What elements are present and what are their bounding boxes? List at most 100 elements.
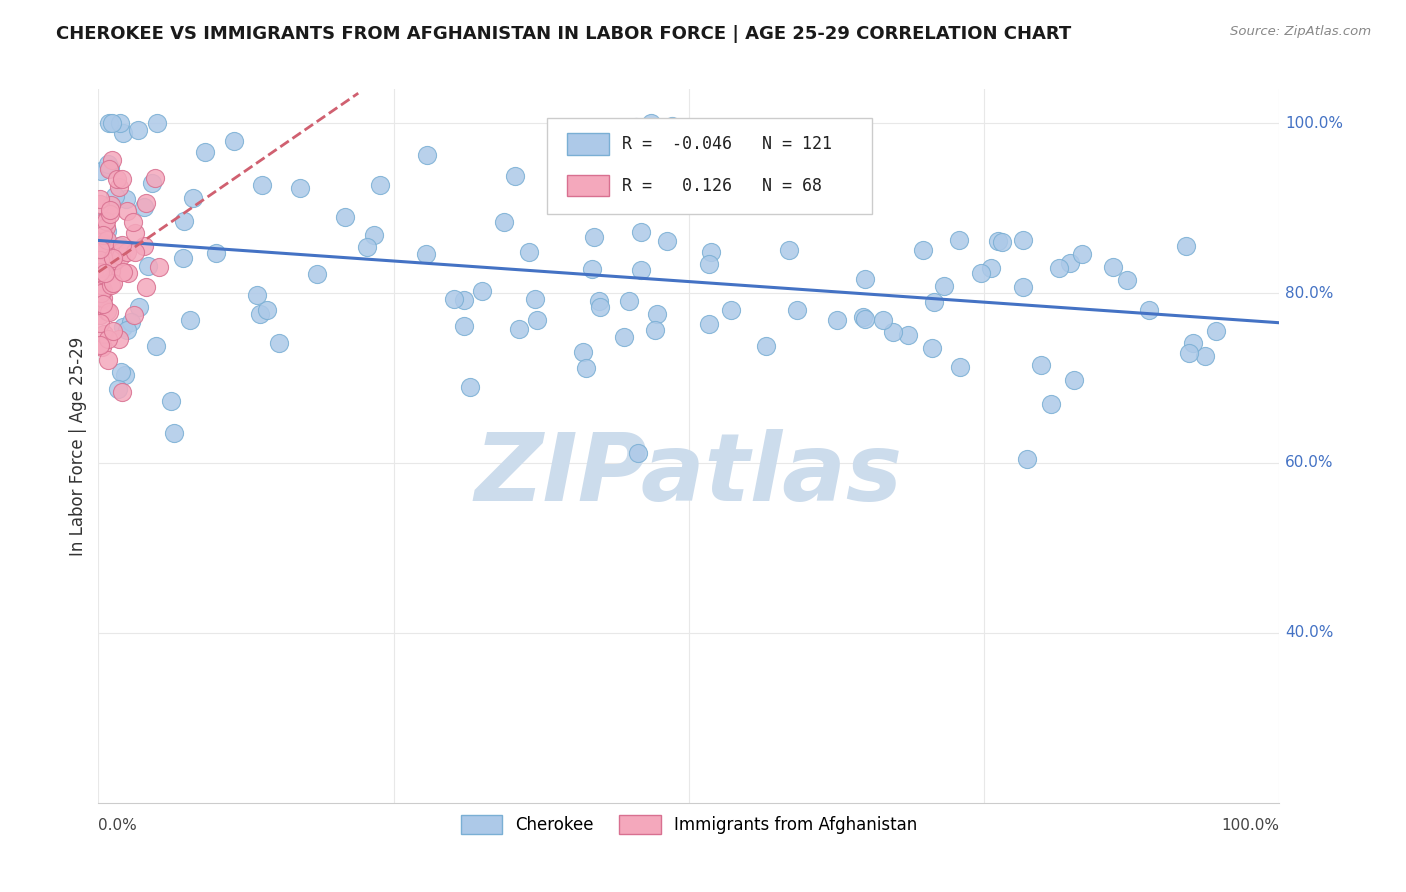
Point [526, 312, 548, 326]
Point [853, 312, 876, 326]
Point [132, 200, 155, 214]
Point [89, 197, 111, 211]
Point [755, 339, 778, 353]
Point [589, 300, 612, 314]
Point [96, 224, 118, 238]
Point [700, 245, 723, 260]
Point [222, 134, 245, 148]
Point [256, 302, 278, 317]
Point [89, 242, 111, 256]
Point [458, 380, 481, 394]
Point [100, 198, 122, 212]
Legend: Cherokee, Immigrants from Afghanistan: Cherokee, Immigrants from Afghanistan [454, 808, 924, 841]
Point [145, 339, 167, 353]
Point [1181, 336, 1204, 351]
Point [93, 215, 115, 229]
Text: ZIPatlas: ZIPatlas [475, 428, 903, 521]
Point [97, 305, 120, 319]
Point [90, 278, 112, 293]
Point [107, 382, 129, 396]
Point [921, 341, 943, 355]
Point [91, 291, 114, 305]
Point [98, 203, 121, 218]
Point [1102, 260, 1125, 275]
Point [453, 318, 475, 333]
Point [655, 234, 678, 248]
Point [90, 235, 112, 249]
Point [1040, 397, 1063, 411]
Point [1205, 324, 1227, 338]
Point [134, 196, 156, 211]
Point [786, 303, 808, 318]
Point [112, 126, 135, 140]
Point [104, 252, 127, 267]
Point [443, 292, 465, 306]
Point [107, 172, 129, 186]
Point [987, 234, 1010, 248]
Point [90, 216, 112, 230]
Point [934, 279, 956, 293]
Point [949, 359, 972, 374]
Point [108, 238, 131, 252]
Point [519, 244, 541, 259]
Point [89, 316, 111, 330]
Point [267, 335, 290, 350]
Point [110, 249, 132, 263]
Point [97, 162, 120, 177]
Point [90, 340, 112, 354]
Point [91, 227, 114, 242]
Point [101, 153, 124, 167]
Point [143, 170, 166, 185]
Point [333, 211, 356, 225]
Point [697, 317, 720, 331]
Point [640, 116, 662, 130]
Point [492, 215, 515, 229]
Point [89, 309, 111, 323]
Point [574, 361, 596, 376]
Point [205, 246, 228, 260]
Point [91, 265, 114, 279]
Point [852, 310, 875, 325]
Point [148, 260, 170, 274]
Point [897, 328, 920, 343]
Point [90, 286, 112, 301]
Point [911, 243, 934, 257]
Point [363, 228, 385, 243]
Point [117, 267, 139, 281]
Point [111, 385, 134, 400]
Point [453, 293, 475, 307]
Text: 80.0%: 80.0% [1285, 285, 1334, 301]
Point [250, 178, 273, 193]
Point [114, 193, 136, 207]
Point [100, 264, 122, 278]
Text: Source: ZipAtlas.com: Source: ZipAtlas.com [1230, 25, 1371, 38]
Point [97, 332, 120, 346]
Point [644, 324, 666, 338]
Point [697, 257, 720, 271]
Point [163, 425, 186, 440]
Point [94, 267, 117, 281]
Point [173, 213, 195, 227]
Point [624, 120, 647, 134]
Point [89, 238, 111, 252]
Point [872, 313, 894, 327]
Point [1194, 349, 1216, 363]
Point [112, 265, 135, 279]
Point [101, 276, 124, 290]
Point [122, 215, 145, 229]
Point [970, 267, 993, 281]
Point [1071, 247, 1094, 261]
Text: R =   0.126   N = 68: R = 0.126 N = 68 [621, 177, 821, 194]
Point [630, 225, 652, 239]
Point [91, 283, 114, 297]
Point [141, 176, 163, 190]
Point [128, 300, 150, 314]
Point [179, 313, 201, 327]
Point [96, 304, 118, 318]
Point [98, 207, 121, 221]
Point [1011, 233, 1033, 247]
Point [90, 164, 112, 178]
Point [111, 319, 134, 334]
Point [93, 326, 115, 341]
Text: 0.0%: 0.0% [98, 819, 138, 833]
